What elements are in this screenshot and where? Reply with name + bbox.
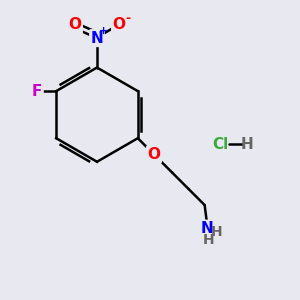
Text: F: F <box>32 84 42 99</box>
Text: -: - <box>125 13 130 26</box>
Text: O: O <box>68 17 81 32</box>
Text: O: O <box>148 147 160 162</box>
Text: H: H <box>211 225 222 238</box>
Text: H: H <box>203 233 214 248</box>
Text: N: N <box>201 221 213 236</box>
Text: Cl: Cl <box>212 136 229 152</box>
Text: H: H <box>240 136 253 152</box>
Text: N: N <box>91 31 103 46</box>
Text: +: + <box>99 26 108 36</box>
Text: O: O <box>112 17 126 32</box>
